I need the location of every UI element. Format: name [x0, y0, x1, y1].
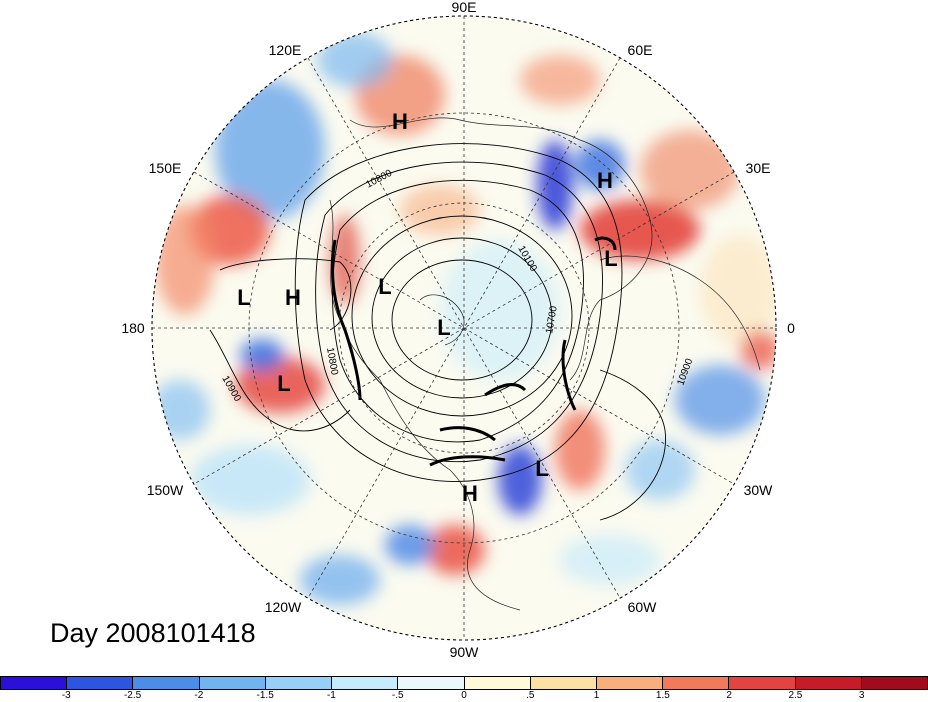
color-swatch [596, 677, 664, 689]
pressure-system-label: L [237, 285, 250, 310]
lon-label-120w: 120W [265, 599, 302, 615]
lon-label-90w: 90W [450, 644, 480, 660]
lon-label-180: 180 [121, 320, 145, 336]
lon-label-90e: 90E [452, 0, 477, 15]
color-swatch [663, 677, 730, 689]
lon-label-150w: 150W [147, 482, 184, 498]
lon-label-60e: 60E [628, 42, 653, 58]
color-swatch [1, 677, 68, 689]
color-scale-tick-label: 2 [726, 690, 732, 701]
lon-label-120e: 120E [269, 42, 302, 58]
pressure-system-label: H [462, 481, 478, 506]
color-swatch [199, 677, 266, 689]
color-scale-tick-label: -2.5 [123, 690, 142, 701]
color-scale-tick-label: 1.5 [655, 690, 670, 701]
color-scale-tick-labels: -3 -2.5 -2 -1.5 -1 -.5 0 .5 1 1.5 2 2.5 3 [0, 690, 928, 702]
lon-label-60w: 60W [628, 599, 658, 615]
color-scale-tick-label: 0 [461, 690, 467, 701]
color-scale-tick-label: -1.5 [256, 690, 274, 701]
timestamp-label: Day 2008101418 [50, 618, 256, 648]
color-swatch [332, 677, 399, 689]
lon-label-0: 0 [787, 320, 795, 336]
color-scale-tick-label: -.5 [391, 690, 404, 701]
color-scale-tick-label: .5 [526, 690, 535, 701]
pressure-system-label: H [285, 285, 301, 310]
color-swatch [67, 677, 134, 689]
pressure-system-label: L [535, 456, 548, 481]
contour-label: 10700 [544, 305, 560, 335]
color-swatch [861, 677, 928, 689]
color-scale-bar [0, 676, 928, 690]
color-swatch [795, 677, 862, 689]
longitude-labels: 90E 60E 30E 0 30W 60W 90W 120W 150W 180 … [121, 0, 795, 660]
contour-label: 10800 [324, 347, 340, 377]
pressure-system-label: H [392, 109, 408, 134]
color-scale-tick-label: 3 [858, 690, 865, 701]
color-scale-tick-label: -3 [61, 690, 71, 701]
color-scale-tick-label: -1 [326, 690, 336, 701]
pressure-system-labels: H H L L L L H L H L [237, 109, 617, 506]
color-swatch [398, 677, 465, 689]
pressure-system-label: H [597, 168, 613, 193]
lon-label-30e: 30E [746, 160, 771, 176]
pressure-system-label: L [378, 274, 391, 299]
color-scale-tick-label: 2.5 [788, 690, 803, 701]
color-swatch [265, 677, 333, 689]
color-scale-tick-label: 1 [593, 690, 600, 701]
pressure-system-label: L [277, 371, 290, 396]
color-swatch [530, 677, 597, 689]
pressure-system-label: L [604, 246, 617, 271]
color-swatch [464, 677, 531, 689]
color-scale-tick-label: -2 [194, 690, 204, 701]
thick-contours [330, 236, 617, 467]
pressure-system-label: L [437, 315, 450, 340]
lon-label-30w: 30W [744, 482, 774, 498]
map-boundary [151, 15, 777, 641]
lon-label-150e: 150E [149, 160, 182, 176]
color-swatch [729, 677, 796, 689]
height-contours [209, 143, 666, 521]
color-swatch [133, 677, 200, 689]
